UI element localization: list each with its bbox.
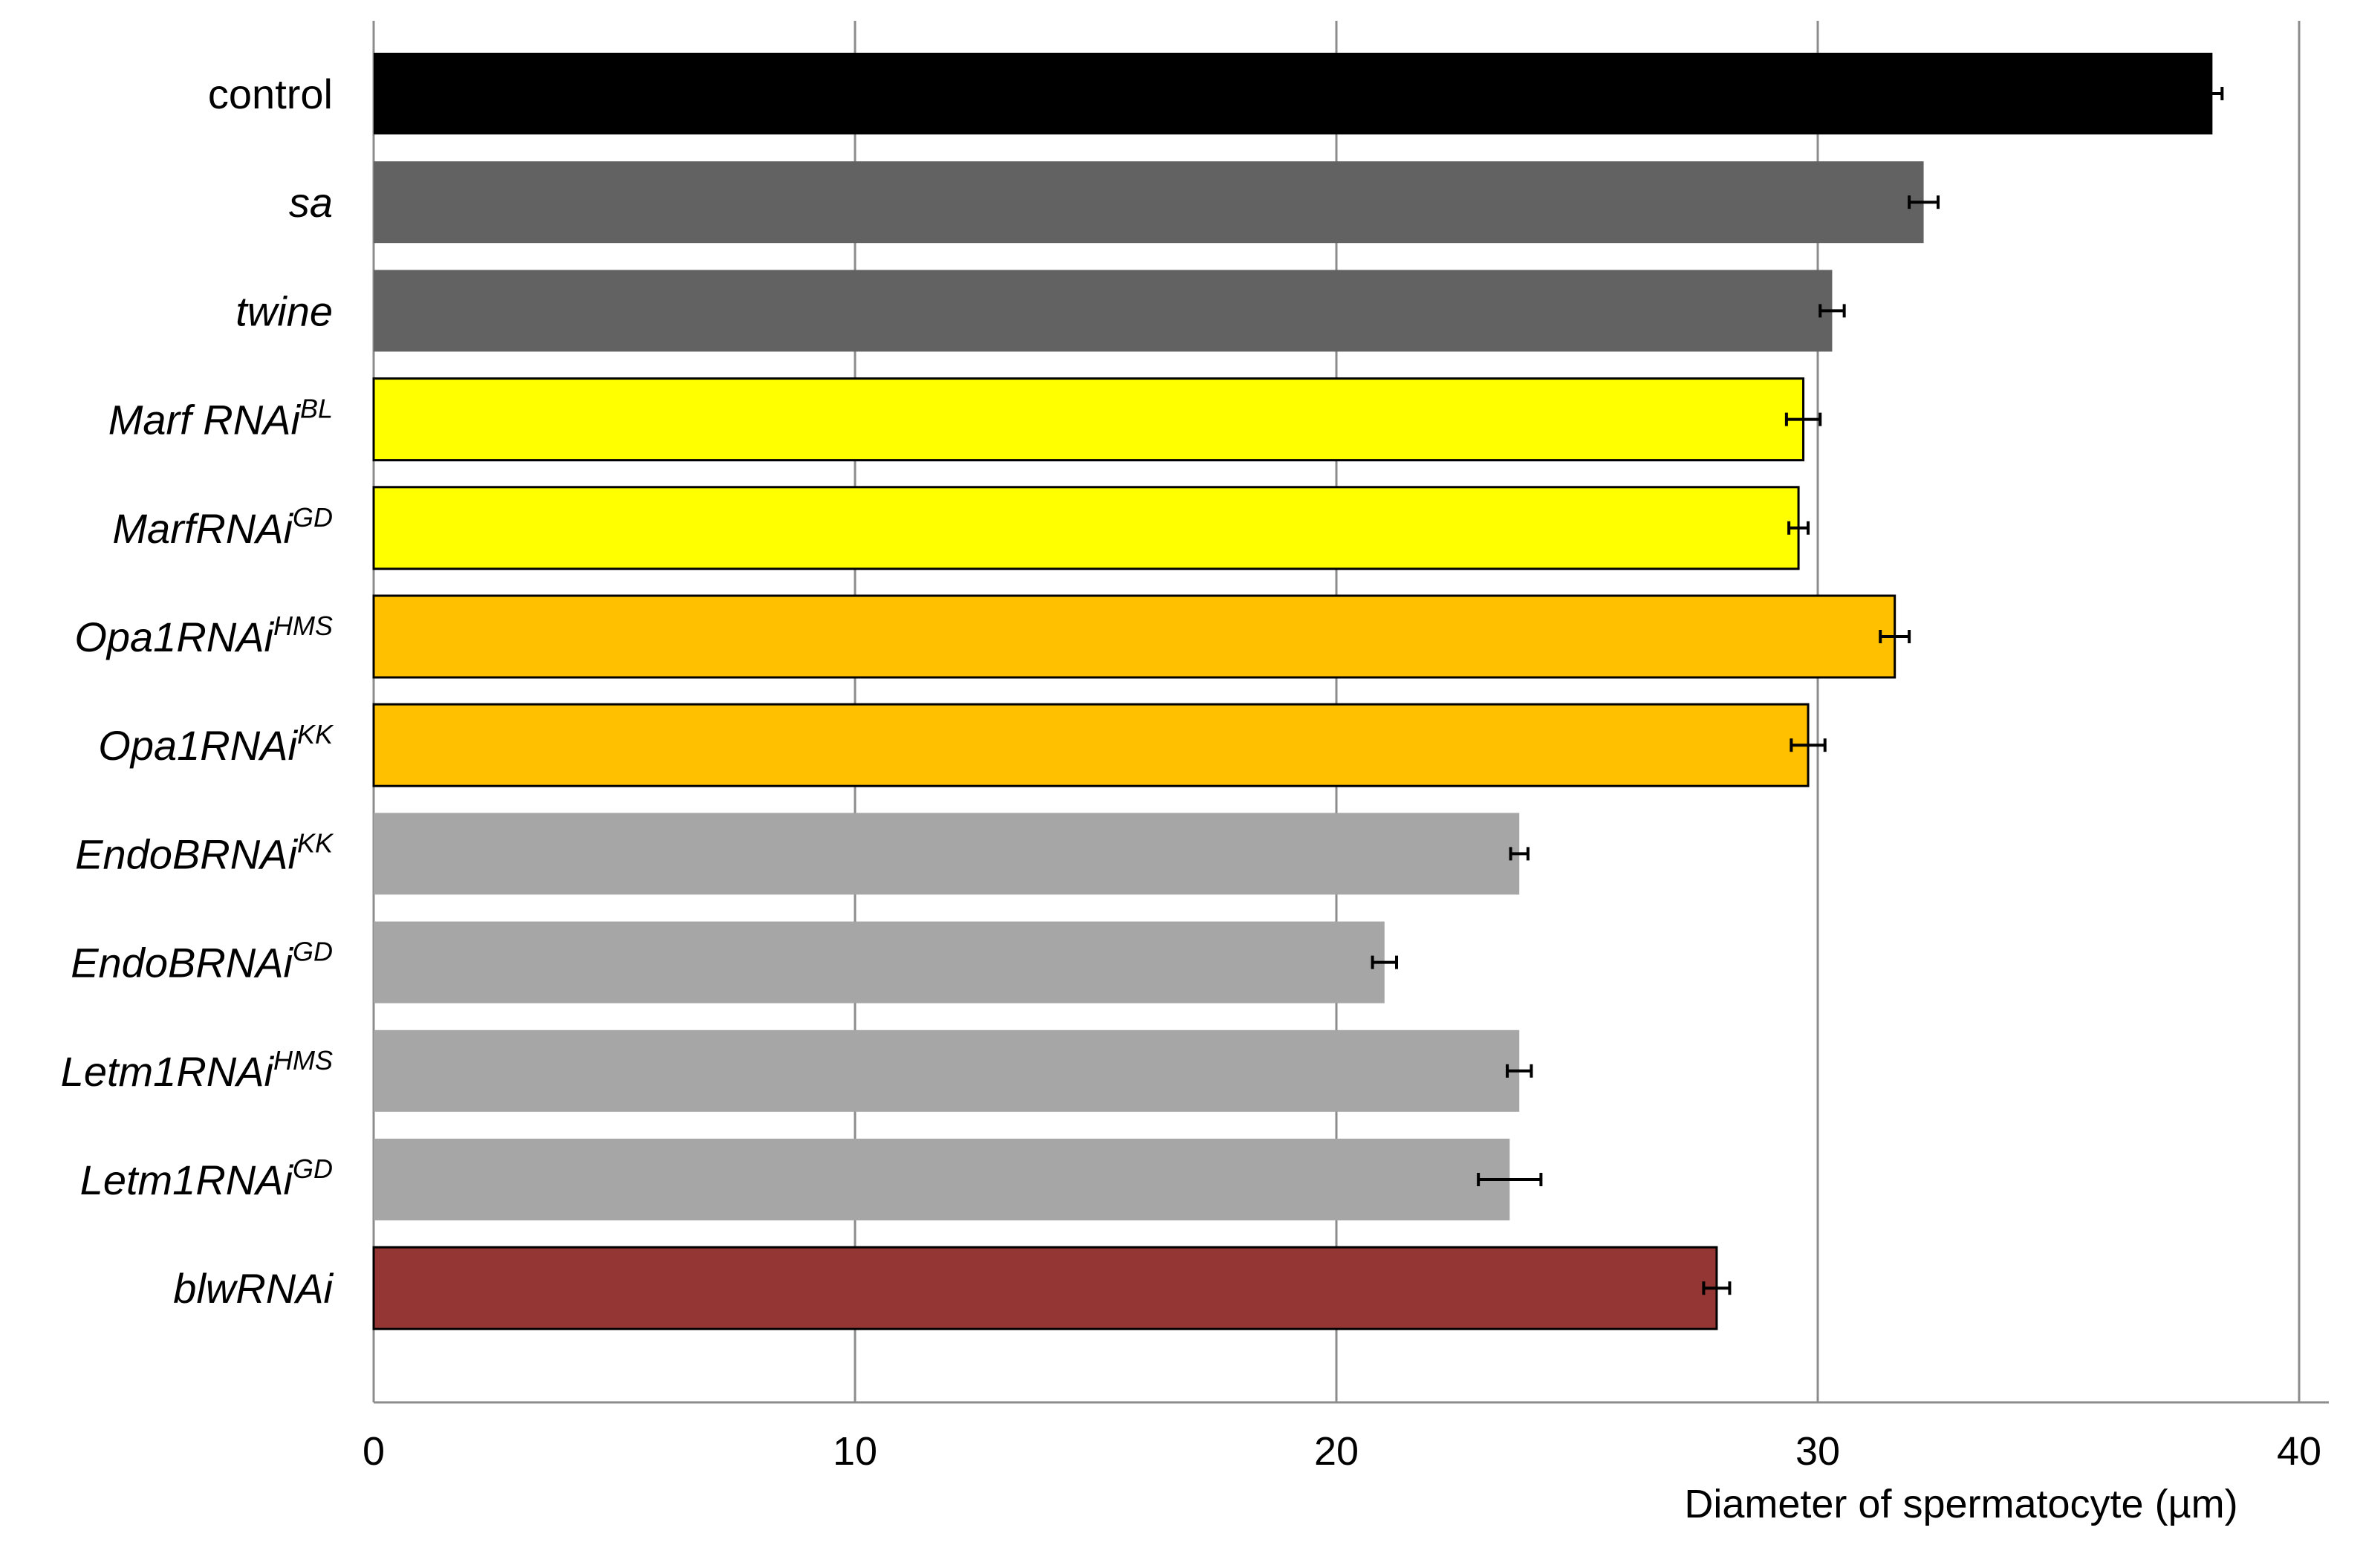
category-name: twine (235, 287, 333, 334)
category-label: EndoBRNAiKK (75, 827, 334, 877)
category-label: Marf RNAiBL (108, 394, 333, 443)
category-label: EndoBRNAiGD (71, 937, 333, 986)
bar (374, 161, 1924, 244)
category-superscript: GD (293, 502, 333, 533)
category-name: Letm1RNAi (61, 1048, 275, 1095)
category-name: sa (289, 179, 333, 226)
bar (372, 377, 1805, 462)
x-axis-title: Diameter of spermatocyte (µm) (1684, 1482, 2237, 1526)
category-superscript: HMS (273, 1045, 333, 1076)
category-superscript: GD (293, 937, 333, 967)
bar (372, 594, 1896, 679)
bar (372, 1246, 1718, 1330)
category-name: blwRNAi (173, 1265, 334, 1312)
category-label: Letm1RNAiGD (80, 1154, 333, 1203)
category-label: MarfRNAiGD (112, 502, 333, 552)
category-name: MarfRNAi (112, 505, 293, 552)
category-superscript: GD (293, 1154, 333, 1184)
bar (372, 703, 1810, 787)
category-superscript: KK (297, 827, 334, 858)
category-superscript: BL (300, 394, 333, 424)
bar (372, 486, 1800, 570)
category-label: Letm1RNAiHMS (61, 1045, 333, 1095)
category-name: EndoBRNAi (75, 830, 298, 877)
category-name: control (208, 71, 333, 117)
x-tick-label: 40 (2277, 1429, 2321, 1474)
category-name: Marf RNAi (108, 397, 302, 443)
bar (374, 1139, 1510, 1220)
category-label: control (208, 71, 333, 117)
category-name: Opa1RNAi (74, 614, 274, 660)
bar (374, 270, 1833, 352)
x-tick-label: 0 (363, 1429, 385, 1474)
bar (374, 813, 1520, 895)
bars (372, 53, 2224, 1330)
x-tick-label: 20 (1314, 1429, 1359, 1474)
category-superscript: HMS (273, 611, 333, 641)
category-label: Opa1RNAiHMS (74, 611, 333, 660)
category-name: Opa1RNAi (98, 722, 298, 769)
category-label: twine (235, 287, 333, 334)
category-label: blwRNAi (173, 1265, 334, 1312)
category-name: EndoBRNAi (71, 940, 293, 986)
category-superscript: KK (297, 719, 334, 749)
bar (374, 1029, 1520, 1112)
bar (374, 921, 1385, 1003)
x-axis: 0 10 20 30 40 (363, 1401, 2329, 1474)
category-name: Letm1RNAi (80, 1157, 294, 1203)
x-tick-label: 10 (833, 1429, 877, 1474)
x-tick-label: 30 (1795, 1429, 1840, 1474)
category-label: sa (289, 179, 333, 226)
bar (374, 53, 2213, 134)
category-label: Opa1RNAiKK (98, 719, 334, 769)
